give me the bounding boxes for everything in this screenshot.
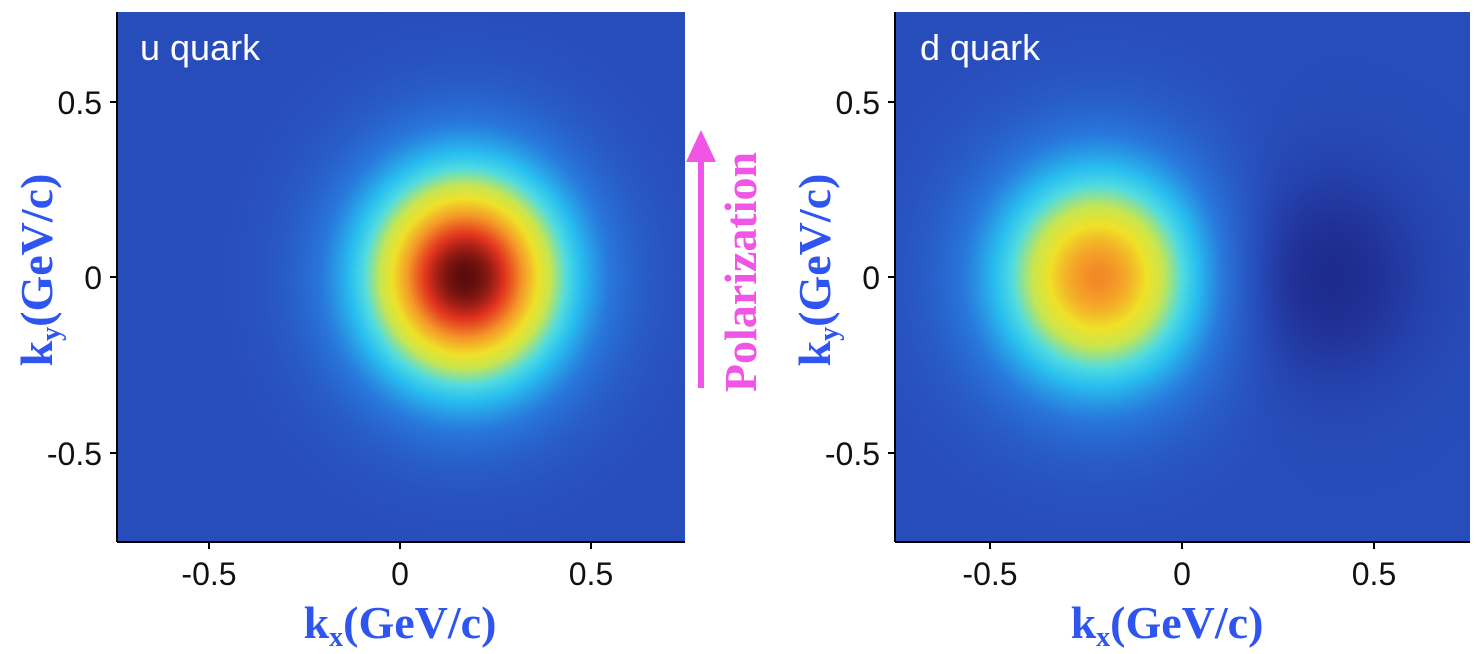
x-axis-label-d: kx(GeV/c) bbox=[1071, 597, 1264, 653]
y-tick-label-u-1: 0 bbox=[84, 260, 102, 296]
polarization-label: Polarization bbox=[715, 152, 766, 392]
panel-u-quark: u quark 0.5 0 -0.5 ky(GeV/c) -0.5 0 0.5 … bbox=[11, 12, 685, 653]
x-tick-label-d-0: -0.5 bbox=[962, 556, 1017, 592]
y-axis-label-d: ky(GeV/c) bbox=[789, 174, 845, 367]
heatmap-d-quark bbox=[895, 12, 1470, 542]
panel-title-u: u quark bbox=[140, 27, 261, 68]
panel-d-quark: d quark 0.5 0 -0.5 ky(GeV/c) -0.5 0 0.5 … bbox=[789, 12, 1470, 653]
y-axis-u: 0.5 0 -0.5 ky(GeV/c) bbox=[11, 12, 118, 542]
y-tick-label-d-0: 0.5 bbox=[836, 85, 880, 121]
y-tick-label-d-1: 0 bbox=[862, 260, 880, 296]
polarization-annotation: Polarization bbox=[686, 130, 766, 392]
y-axis-d: 0.5 0 -0.5 ky(GeV/c) bbox=[789, 12, 896, 542]
y-tick-label-d-2: -0.5 bbox=[825, 436, 880, 472]
x-tick-label-d-1: 0 bbox=[1173, 556, 1191, 592]
x-axis-d: -0.5 0 0.5 kx(GeV/c) bbox=[895, 541, 1470, 653]
panel-title-d: d quark bbox=[920, 27, 1041, 68]
x-axis-u: -0.5 0 0.5 kx(GeV/c) bbox=[117, 541, 685, 653]
x-axis-label-u: kx(GeV/c) bbox=[304, 597, 497, 653]
heatmap-u-quark bbox=[117, 12, 685, 542]
y-tick-label-u-0: 0.5 bbox=[58, 85, 102, 121]
y-axis-label-u: ky(GeV/c) bbox=[11, 174, 67, 367]
x-tick-label-u-0: -0.5 bbox=[181, 556, 236, 592]
x-tick-label-u-2: 0.5 bbox=[569, 556, 613, 592]
y-tick-label-u-2: -0.5 bbox=[47, 436, 102, 472]
polarization-arrow-head bbox=[686, 130, 716, 162]
x-tick-label-d-2: 0.5 bbox=[1352, 556, 1396, 592]
x-tick-label-u-1: 0 bbox=[391, 556, 409, 592]
